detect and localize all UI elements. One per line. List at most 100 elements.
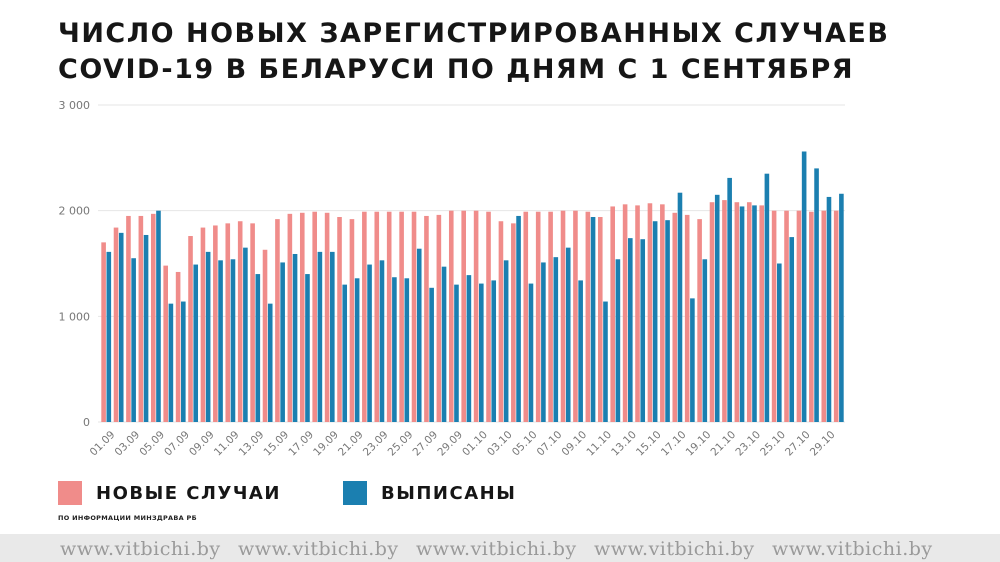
bar-discharged [230,259,236,422]
x-tick-label: 01.09 [88,429,118,459]
x-tick-label: 09.10 [560,429,590,459]
bar-new-cases [486,211,491,422]
bar-new-cases [535,211,541,422]
x-tick-label: 29.09 [435,429,465,459]
legend-swatch-discharged [343,481,367,505]
bar-discharged [590,217,596,422]
bar-discharged [181,301,186,422]
bar-discharged [280,262,285,422]
bar-new-cases [560,210,566,422]
bar-new-cases [821,210,827,422]
bar-discharged [354,278,360,422]
bar-new-cases [175,271,181,422]
bar-new-cases [411,211,417,422]
bar-discharged [665,220,670,422]
y-tick-label: 2 000 [59,205,91,218]
y-axis-tick-labels: 0 1 000 2 000 3 000 [59,99,91,429]
bar-new-cases [188,236,193,422]
bar-discharged [392,277,397,422]
x-tick-label: 05.09 [137,429,167,459]
bar-discharged [305,274,310,422]
bar-new-cases [225,223,231,422]
legend-item-new-cases: НОВЫЕ СЛУЧАИ [58,479,281,507]
bar-new-cases [660,204,665,422]
bar-discharged [218,260,223,422]
x-tick-label: 23.09 [361,429,391,459]
bar-new-cases [672,212,678,422]
bar-discharged [379,260,385,422]
chart-title: ЧИСЛО НОВЫХ ЗАРЕГИСТРИРОВАННЫХ СЛУЧАЕВ C… [58,16,958,88]
bar-new-cases [237,221,243,422]
chart-title-line-1: ЧИСЛО НОВЫХ ЗАРЕГИСТРИРОВАННЫХ СЛУЧАЕВ [58,18,890,49]
bar-discharged [330,251,335,422]
bar-new-cases [796,210,802,422]
bar-discharged [131,258,136,422]
bar-discharged [466,275,472,422]
y-tick-label: 1 000 [59,310,91,323]
bar-new-cases [771,210,777,422]
bar-new-cases [101,242,106,422]
bar-discharged [416,248,422,422]
bar-discharged [255,274,261,422]
bar-discharged [503,260,509,422]
bar-new-cases [213,225,218,422]
legend-swatch-new-cases [58,481,82,505]
bar-new-cases [697,219,702,422]
bar-new-cases [523,211,529,422]
bar-discharged [640,239,646,422]
bar-discharged [615,259,621,422]
bar-new-cases [287,213,293,422]
bar-discharged [801,151,807,422]
bar-new-cases [337,217,342,422]
bar-discharged [541,262,546,422]
bar-new-cases [163,265,168,422]
bar-new-cases [250,223,255,422]
bar-discharged [491,280,497,422]
bar-new-cases [784,210,789,422]
x-tick-label: 27.10 [783,429,813,459]
x-tick-label: 15.09 [262,429,292,459]
bar-discharged [168,303,174,422]
x-tick-label: 07.10 [535,429,565,459]
bar-new-cases [511,223,516,422]
bar-new-cases [473,210,479,422]
bar-new-cases [374,211,380,422]
bar-discharged [826,196,832,422]
bar-new-cases [622,204,628,422]
x-tick-label: 25.10 [758,429,788,459]
bar-new-cases [722,200,727,422]
bar-discharged [193,264,199,422]
x-tick-label: 03.10 [485,429,515,459]
x-tick-label: 17.09 [286,429,316,459]
bar-new-cases [436,214,442,422]
x-tick-label: 27.09 [411,429,441,459]
bar-discharged [528,283,534,422]
y-tick-label: 3 000 [59,99,91,112]
bar-discharged [156,210,161,422]
bar-new-cases [362,211,367,422]
bar-discharged [764,173,770,422]
bar-discharged [205,251,211,422]
x-tick-label: 11.10 [584,429,614,459]
x-tick-label: 25.09 [386,429,416,459]
x-tick-label: 23.10 [733,429,763,459]
bar-new-cases [746,202,752,422]
x-tick-label: 19.09 [311,429,341,459]
bar-new-cases [759,205,764,422]
bar-discharged [727,177,732,422]
bar-discharged [578,280,583,422]
bar-discharged [243,247,248,422]
bar-discharged [814,168,819,422]
bar-discharged [404,278,410,422]
bar-new-cases [548,211,553,422]
bar-new-cases [585,211,591,422]
x-tick-label: 19.10 [684,429,714,459]
chart-title-line-2: COVID-19 В БЕЛАРУСИ ПО ДНЯМ С 1 СЕНТЯБРЯ [58,54,855,85]
bar-new-cases [262,249,268,422]
bar-new-cases [138,215,144,422]
x-tick-label: 13.09 [237,429,267,459]
legend-label-discharged: ВЫПИСАНЫ [381,482,517,504]
bar-discharged [752,205,757,422]
bar-discharged [292,253,298,422]
